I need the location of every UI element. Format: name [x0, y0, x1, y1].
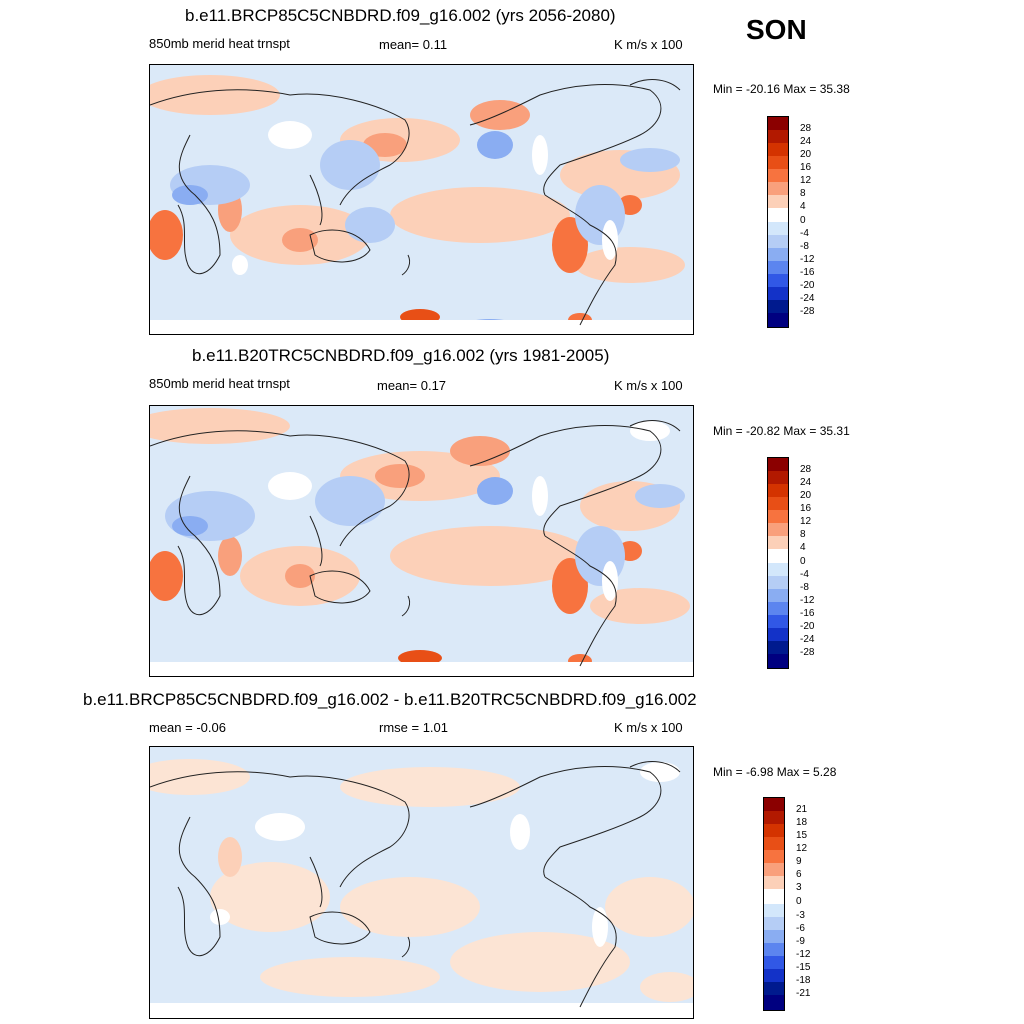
panel1-legend-tick: -4: [800, 228, 809, 239]
panel2-legend-tick: -4: [800, 569, 809, 580]
panel1-mean: mean= 0.11: [379, 37, 448, 52]
panel2-legend-tick: 12: [800, 516, 812, 527]
panel2-legend-tick: 16: [800, 503, 812, 514]
panel3-title: b.e11.BRCP85C5CNBDRD.f09_g16.002 - b.e11…: [83, 690, 697, 709]
panel3-legend-tick: 3: [796, 882, 802, 893]
panel3-legend-tick: -18: [796, 975, 811, 986]
panel2-legend-tick: -8: [800, 582, 809, 593]
panel2-map: [149, 405, 694, 677]
panel2-legend-tick: -24: [800, 634, 815, 645]
panel2-legend-tick: -20: [800, 621, 815, 632]
panel2-legend-tick: 20: [800, 490, 812, 501]
panel1-legend-tick: 20: [800, 149, 812, 160]
panel1-legend-tick: -8: [800, 241, 809, 252]
panel2-minmax: Min = -20.82 Max = 35.31: [713, 424, 850, 438]
panel3-rmse: rmse = 1.01: [379, 720, 449, 735]
panel3-minmax: Min = -6.98 Max = 5.28: [713, 765, 837, 779]
panel2-mean: mean= 0.17: [377, 378, 447, 393]
panel3-legend-tick: 18: [796, 817, 808, 828]
panel2-legend-tick: 28: [800, 464, 812, 475]
panel3-legend-tick: -12: [796, 949, 811, 960]
season-label: SON: [746, 14, 807, 45]
panel3-legend-tick: -9: [796, 936, 805, 947]
panel1-legend-tick: -16: [800, 267, 815, 278]
panel2-legend-tick: 0: [800, 556, 806, 567]
panel3-legend-tick: 15: [796, 830, 808, 841]
panel2-legend-tick: -12: [800, 595, 815, 606]
panel3-map: [149, 746, 694, 1019]
panel3-legend-tick: -6: [796, 923, 805, 934]
panel1-minmax: Min = -20.16 Max = 35.38: [713, 82, 850, 96]
panel3-legend-tick: -15: [796, 962, 811, 973]
panel2-title: b.e11.B20TRC5CNBDRD.f09_g16.002 (yrs 198…: [192, 346, 610, 365]
panel1-legend-tick: -12: [800, 254, 815, 265]
panel1-legend-tick: 12: [800, 175, 812, 186]
panel3-legend-tick: 6: [796, 869, 802, 880]
panel1-legend-tick: 28: [800, 123, 812, 134]
panel1-legend-tick: 16: [800, 162, 812, 173]
panel3-units: K m/s x 100: [614, 720, 683, 735]
panel1-legend-tick: 8: [800, 188, 806, 199]
panel2-left-label: 850mb merid heat trnspt: [149, 376, 290, 391]
panel3-legend-tick: 12: [796, 843, 808, 854]
panel3-colorbar: [763, 797, 785, 1011]
panel2-legend-tick: -28: [800, 647, 815, 658]
panel2-legend-tick: -16: [800, 608, 815, 619]
panel1-colorbar: [767, 116, 789, 328]
panel1-legend-tick: 24: [800, 136, 812, 147]
panel2-units: K m/s x 100: [614, 378, 683, 393]
panel1-title: b.e11.BRCP85C5CNBDRD.f09_g16.002 (yrs 20…: [185, 6, 616, 25]
panel1-map: [149, 64, 694, 335]
panel2-colorbar: [767, 457, 789, 669]
panel3-mean: mean = -0.06: [149, 720, 226, 735]
panel1-legend-tick: -20: [800, 280, 815, 291]
panel3-legend-tick: -3: [796, 910, 805, 921]
panel1-legend-tick: -24: [800, 293, 815, 304]
panel3-legend-tick: 0: [796, 896, 802, 907]
panel1-left-label: 850mb merid heat trnspt: [149, 36, 290, 51]
panel2-legend-tick: 4: [800, 542, 806, 553]
panel3-legend-tick: 9: [796, 856, 802, 867]
panel2-legend-tick: 8: [800, 529, 806, 540]
panel1-legend-tick: -28: [800, 306, 815, 317]
panel1-units: K m/s x 100: [614, 37, 683, 52]
panel3-legend-tick: -21: [796, 988, 811, 999]
panel1-legend-tick: 4: [800, 201, 806, 212]
panel3-legend-tick: 21: [796, 804, 808, 815]
panel1-legend-tick: 0: [800, 215, 806, 226]
panel2-legend-tick: 24: [800, 477, 812, 488]
